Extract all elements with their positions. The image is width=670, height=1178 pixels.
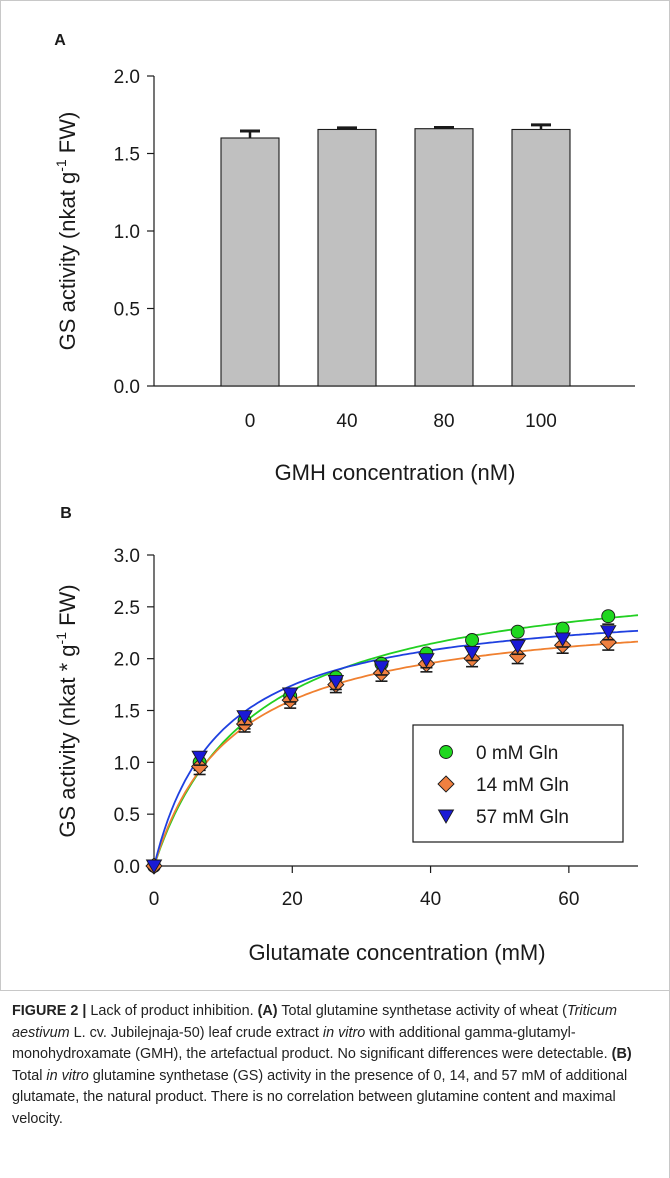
data-point [599,625,617,640]
x-tick-label-a: 0 [245,411,256,432]
y-tick-label-b: 3.0 [114,546,140,567]
data-point [145,859,163,874]
bar [511,128,571,387]
legend-label: 0 mM Gln [476,743,558,764]
data-point [510,624,525,639]
figure-border-top [0,0,670,1]
legend-label: 57 mM Gln [476,807,569,828]
caption-species: Triticum aestivum [12,1003,617,1041]
caption-panel-a-text-2: L. cv. Jubilejnaja-50) leaf crude extrac… [69,1024,323,1041]
data-point [373,660,390,675]
y-axis-title-b: GS activity (nkat * g-1 FW) [53,584,80,837]
x-axis-title-b: Glutamate concentration (mM) [248,940,545,965]
caption-in-vitro-b: in vitro [46,1067,89,1084]
data-point [281,687,299,702]
y-tick-label-a: 1.5 [114,145,140,166]
y-tick-label-b: 2.0 [114,650,140,671]
x-tick-label-b: 0 [149,889,160,910]
caption-in-vitro: in vitro [322,1024,366,1041]
data-point [190,757,209,776]
y-tick-label-b: 2.5 [114,598,140,619]
x-tick-label-a: 80 [433,411,454,432]
bar [220,137,280,387]
y-tick-label-b: 0.5 [114,805,140,826]
y-tick-label-a: 2.0 [114,67,140,88]
legend-label: 14 mM Gln [476,775,569,796]
y-axis-title-a: GS activity (nkat g-1 FW) [53,112,80,351]
x-tick-label-b: 20 [282,889,303,910]
data-point [418,653,435,668]
data-point [509,639,526,655]
data-point [463,645,481,661]
y-tick-label-b: 0.0 [114,857,140,878]
data-point [554,632,571,647]
data-point [327,675,345,690]
y-tick-label-b: 1.0 [114,753,140,774]
data-point [509,646,527,665]
chart-area: A 0.0 0.5 1.0 1.5 2.0 0 40 80 100 GMH concentratio… [53,32,639,965]
panel-label-a: A [54,32,66,49]
caption-panel-b-text: Total [12,1067,47,1084]
bar [317,128,377,387]
caption-figure-label: FIGURE 2 | [12,1003,87,1019]
panel-label-b: B [60,505,72,522]
x-tick-label-a: 100 [525,411,557,432]
caption-panel-a-label: (A) [257,1003,278,1019]
x-tick-label-b: 40 [420,889,441,910]
y-tick-label-a: 0.0 [114,377,140,398]
data-point [601,609,616,624]
figure-border-left [0,0,1,990]
caption-title-text: Lack of product inhibition. [86,1003,258,1019]
x-axis-title-a: GMH concentration (nM) [275,460,516,485]
fit-curve [153,614,639,867]
caption-divider [0,990,670,991]
data-point [236,710,253,725]
figure-caption: FIGURE 2 | Lack of product inhibition. (… [12,1001,658,1130]
data-point [191,750,208,766]
y-tick-label-a: 0.5 [114,300,140,321]
legend-marker [437,809,455,824]
y-tick-label-a: 1.0 [114,222,140,243]
caption-panel-b-label: (B) [611,1046,632,1062]
caption-panel-a-text: Total glutamine synthetase activity of w… [277,1003,567,1019]
y-tick-label-b: 1.5 [114,702,140,723]
x-tick-label-b: 60 [558,889,579,910]
bar [414,128,474,387]
legend-marker [437,775,455,793]
caption-panel-b-text-2: glutamine synthetase (GS) activity in th… [12,1067,628,1127]
data-point [465,633,480,647]
x-tick-label-a: 40 [336,411,357,432]
legend-marker [439,745,453,759]
caption-panel-a-text-3: with additional gamma-glutamyl-monohydro… [12,1024,612,1063]
